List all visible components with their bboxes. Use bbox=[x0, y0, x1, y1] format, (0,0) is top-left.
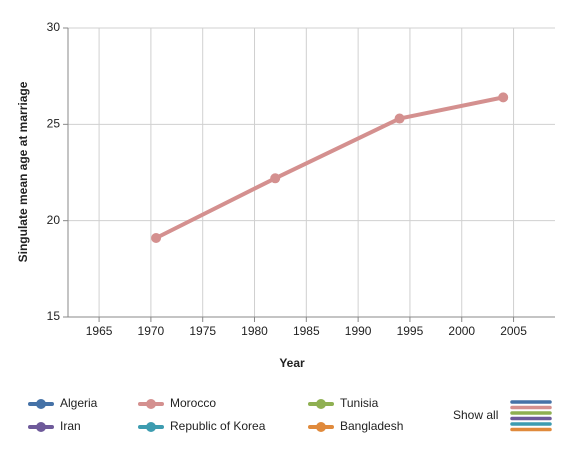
data-point bbox=[270, 173, 281, 184]
legend-marker[interactable] bbox=[146, 399, 156, 409]
y-tick-label: 30 bbox=[47, 20, 61, 34]
data-point bbox=[151, 233, 162, 244]
show-all-button[interactable]: Show all bbox=[453, 408, 498, 422]
legend-label[interactable]: Algeria bbox=[60, 396, 98, 410]
legend-label[interactable]: Republic of Korea bbox=[170, 419, 266, 433]
legend-marker[interactable] bbox=[316, 399, 326, 409]
legend-label[interactable]: Bangladesh bbox=[340, 419, 403, 433]
legend-marker[interactable] bbox=[36, 399, 46, 409]
legend-label[interactable]: Morocco bbox=[170, 396, 216, 410]
x-tick-label: 1970 bbox=[138, 324, 165, 338]
x-tick-label: 1975 bbox=[189, 324, 216, 338]
x-tick-label: 1980 bbox=[241, 324, 268, 338]
y-tick-label: 25 bbox=[47, 117, 61, 131]
legend-label[interactable]: Iran bbox=[60, 419, 81, 433]
x-tick-label: 1985 bbox=[293, 324, 320, 338]
x-tick-label: 1990 bbox=[345, 324, 372, 338]
show-all-label[interactable]: Show all bbox=[453, 408, 498, 422]
x-tick-label: 2000 bbox=[448, 324, 475, 338]
x-tick-label: 1965 bbox=[86, 324, 113, 338]
legend-marker[interactable] bbox=[36, 422, 46, 432]
legend-marker[interactable] bbox=[316, 422, 326, 432]
x-tick-label: 2005 bbox=[500, 324, 527, 338]
series-line bbox=[155, 95, 504, 240]
data-point bbox=[394, 113, 405, 124]
legend-marker[interactable] bbox=[146, 422, 156, 432]
data-point bbox=[498, 92, 509, 103]
legend-label[interactable]: Tunisia bbox=[340, 396, 379, 410]
y-tick-label: 15 bbox=[47, 309, 61, 323]
y-tick-label: 20 bbox=[47, 213, 61, 227]
x-axis-title: Year bbox=[279, 356, 305, 370]
x-tick-label: 1995 bbox=[397, 324, 424, 338]
y-axis-title: Singulate mean age at marriage bbox=[16, 81, 30, 262]
